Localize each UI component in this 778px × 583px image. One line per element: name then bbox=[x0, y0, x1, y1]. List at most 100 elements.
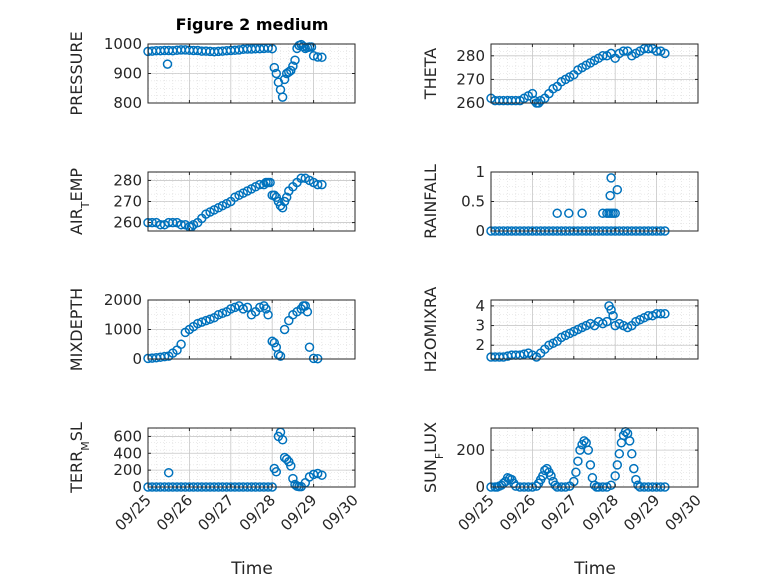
data-point bbox=[226, 304, 236, 314]
data-point bbox=[614, 449, 625, 459]
y-tick-label: 0 bbox=[475, 478, 485, 496]
data-point bbox=[317, 179, 327, 190]
axes-box bbox=[490, 427, 699, 488]
x-tick-label: 09/28 bbox=[236, 491, 279, 534]
data-series-mixdepth bbox=[143, 301, 323, 364]
data-point bbox=[290, 55, 300, 65]
data-point bbox=[564, 208, 574, 219]
x-tick-label: 09/29 bbox=[277, 491, 320, 534]
data-point bbox=[633, 480, 643, 490]
y-tick-label: 400 bbox=[113, 444, 142, 462]
y-tick-label: 200 bbox=[456, 441, 485, 459]
data-point bbox=[281, 192, 292, 203]
data-point bbox=[304, 342, 315, 352]
y-axis-label: H2OMIXRA bbox=[421, 287, 440, 373]
data-point bbox=[277, 203, 288, 213]
axes-box bbox=[147, 427, 356, 488]
data-series-pressure bbox=[143, 39, 327, 102]
data-point bbox=[606, 305, 616, 315]
x-tick-label: 09/27 bbox=[194, 491, 237, 534]
data-point bbox=[163, 467, 174, 478]
data-point bbox=[317, 470, 327, 480]
data-point bbox=[168, 217, 178, 228]
data-point bbox=[201, 315, 211, 326]
y-axis-label: SUNFLUX bbox=[421, 422, 446, 493]
data-point bbox=[302, 307, 313, 317]
x-tick-label: 09/30 bbox=[319, 491, 362, 534]
data-point bbox=[546, 471, 556, 481]
plot-background bbox=[491, 428, 698, 487]
figure-title: Figure 2 medium bbox=[176, 15, 329, 34]
data-point bbox=[217, 308, 228, 319]
y-axis-label: PRESSURE bbox=[67, 31, 86, 115]
subplot-pressure: 800 900 1000 PRESSURE bbox=[67, 31, 356, 116]
data-point bbox=[612, 460, 623, 470]
data-point bbox=[279, 324, 290, 335]
y-tick-label: 260 bbox=[456, 94, 485, 112]
x-tick-label: 09/28 bbox=[579, 491, 622, 534]
x-tick-label: 09/30 bbox=[662, 491, 705, 534]
y-tick-label: 280 bbox=[456, 47, 485, 65]
data-point bbox=[213, 310, 224, 320]
data-point bbox=[269, 62, 280, 73]
y-tick-label: 900 bbox=[113, 65, 142, 83]
y-tick-label: 600 bbox=[113, 427, 142, 445]
data-point bbox=[643, 43, 654, 54]
data-point bbox=[176, 219, 186, 230]
data-series-air_temp bbox=[143, 173, 327, 232]
data-point bbox=[579, 436, 589, 446]
data-point bbox=[612, 184, 623, 195]
data-point bbox=[271, 68, 282, 79]
x-tick-label: 09/25 bbox=[455, 491, 498, 534]
y-tick-label: 800 bbox=[113, 94, 142, 112]
y-axis-label: MIXDEPTH bbox=[67, 288, 86, 371]
data-series-h2omixra bbox=[486, 301, 670, 362]
y-tick-label: 0 bbox=[132, 350, 142, 368]
x-tick-label: 09/26 bbox=[496, 491, 539, 534]
y-tick-label: 1000 bbox=[104, 321, 142, 339]
data-point bbox=[162, 59, 173, 69]
x-tick-label: 09/29 bbox=[620, 491, 663, 534]
data-point bbox=[269, 338, 280, 348]
data-point bbox=[277, 435, 288, 445]
data-point bbox=[197, 317, 207, 327]
data-point bbox=[265, 177, 275, 188]
data-point bbox=[618, 46, 629, 56]
data-point bbox=[159, 351, 170, 362]
data-point bbox=[312, 468, 323, 479]
data-point bbox=[279, 74, 290, 85]
y-tick-label: 0 bbox=[132, 478, 142, 496]
data-point bbox=[571, 467, 581, 478]
data-point bbox=[205, 314, 215, 324]
data-point bbox=[255, 179, 265, 190]
subplot-h2omixra: 23 4 H2OMIXRA bbox=[421, 287, 699, 373]
y-tick-label: 2 bbox=[475, 336, 485, 354]
data-point bbox=[610, 471, 620, 481]
y-tick-label: 3 bbox=[475, 317, 485, 335]
data-point bbox=[312, 179, 323, 190]
data-point bbox=[288, 473, 298, 484]
data-point bbox=[296, 173, 306, 184]
subplot-mixdepth: 0 1000 2000 MIXDEPTH bbox=[67, 288, 356, 371]
data-point bbox=[608, 310, 618, 321]
subplot-air_temp: 260 270 280 AIRTEMP bbox=[67, 168, 356, 235]
data-point bbox=[627, 449, 637, 459]
data-point bbox=[602, 316, 612, 327]
data-point bbox=[263, 310, 273, 320]
y-tick-label: 2000 bbox=[104, 291, 142, 309]
data-point bbox=[624, 436, 635, 446]
data-point bbox=[629, 463, 639, 474]
data-point bbox=[286, 461, 296, 471]
data-point bbox=[660, 309, 670, 319]
x-axis-label-right: Time bbox=[573, 559, 616, 579]
y-tick-label: 1000 bbox=[104, 35, 142, 53]
x-tick-label: 09/26 bbox=[153, 491, 196, 534]
y-tick-label: 4 bbox=[475, 297, 485, 315]
y-tick-label: 280 bbox=[113, 171, 142, 189]
y-tick-label: 270 bbox=[113, 193, 142, 211]
data-point bbox=[655, 309, 666, 319]
data-point bbox=[192, 318, 203, 329]
